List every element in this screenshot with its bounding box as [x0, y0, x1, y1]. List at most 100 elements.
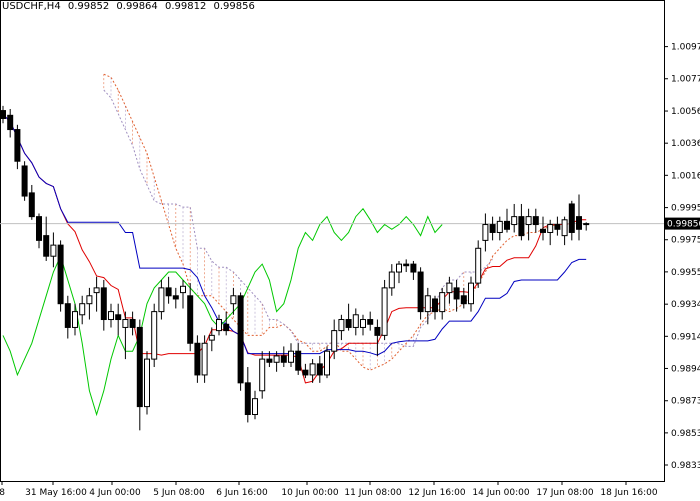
candle-body[interactable]	[432, 298, 438, 313]
y-tick-label: 1.00161	[671, 171, 700, 181]
x-tick-label: 11 Jun 08:00	[344, 488, 401, 498]
candle-body[interactable]	[151, 311, 158, 360]
candle-body[interactable]	[460, 295, 467, 305]
candle-body[interactable]	[309, 363, 316, 376]
candle-body[interactable]	[57, 244, 64, 305]
candle-body[interactable]	[194, 342, 201, 376]
candle-body[interactable]	[144, 358, 150, 408]
candle-body[interactable]	[165, 287, 172, 297]
candle-body[interactable]	[252, 398, 258, 416]
candle-body[interactable]	[489, 224, 496, 233]
candle-body[interactable]	[496, 220, 503, 233]
candle-body[interactable]	[540, 228, 546, 233]
candle-body[interactable]	[504, 220, 510, 230]
candle-body[interactable]	[50, 244, 57, 257]
plot-frame	[0, 0, 665, 482]
tenkan-sen-line	[2, 114, 587, 384]
candle-body[interactable]	[36, 216, 42, 241]
candle-body[interactable]	[237, 295, 244, 384]
candle-body[interactable]	[331, 330, 338, 352]
candle-body[interactable]	[280, 355, 287, 363]
candle-body[interactable]	[115, 314, 122, 321]
candle-body[interactable]	[568, 203, 575, 233]
candle-body[interactable]	[410, 263, 417, 273]
low-value: 0.99812	[164, 1, 207, 12]
candle-body[interactable]	[295, 350, 302, 371]
candle-body[interactable]	[374, 326, 381, 336]
candle-body[interactable]	[360, 319, 366, 328]
candle-body[interactable]	[64, 303, 71, 328]
candle-body[interactable]	[352, 314, 359, 328]
y-tick-label: 0.98737	[671, 397, 700, 407]
candle-body[interactable]	[417, 271, 424, 313]
candle-body[interactable]	[43, 235, 50, 257]
x-tick-label: 5 Jun 08:00	[153, 488, 205, 498]
candle-body[interactable]	[547, 224, 554, 233]
candle-body[interactable]	[345, 319, 352, 328]
candle-body[interactable]	[554, 224, 561, 230]
x-tick-label: 17 Jun 08:00	[536, 488, 593, 498]
senkou-span-a-line	[103, 73, 572, 371]
candle-body[interactable]	[72, 311, 78, 328]
current-price-box	[665, 217, 700, 230]
candle-body[interactable]	[316, 363, 323, 376]
candle-body[interactable]	[259, 358, 266, 392]
candle-body[interactable]	[172, 295, 179, 300]
candle-body[interactable]	[511, 216, 518, 226]
open-value: 0.99852	[67, 1, 110, 12]
candle-body[interactable]	[208, 334, 215, 341]
candle-body[interactable]	[583, 223, 590, 226]
candle-body[interactable]	[136, 326, 143, 408]
candle-body[interactable]	[388, 271, 395, 289]
candle-body[interactable]	[576, 216, 582, 230]
candle-body[interactable]	[0, 110, 6, 119]
candle-body[interactable]	[122, 319, 129, 328]
candle-body[interactable]	[302, 369, 309, 376]
candle-body[interactable]	[324, 350, 330, 376]
candle-body[interactable]	[453, 287, 460, 300]
candle-body[interactable]	[424, 295, 431, 313]
candle-body[interactable]	[100, 287, 107, 321]
candle-body[interactable]	[93, 287, 100, 294]
candle-body[interactable]	[439, 292, 446, 313]
candle-body[interactable]	[28, 192, 35, 218]
y-tick-label: 0.99957	[671, 204, 700, 214]
x-tick-label: 6 Jun 16:00	[216, 488, 268, 498]
candle-body[interactable]	[396, 263, 402, 273]
candle-body[interactable]	[266, 358, 273, 363]
candle-body[interactable]	[468, 282, 474, 305]
candle-body[interactable]	[288, 350, 294, 363]
candle-body[interactable]	[403, 263, 410, 267]
candle-body[interactable]	[561, 219, 568, 237]
candle-body[interactable]	[201, 342, 208, 376]
candle-body[interactable]	[518, 216, 525, 237]
candle-body[interactable]	[338, 319, 345, 332]
candle-body[interactable]	[158, 287, 165, 313]
candle-body[interactable]	[21, 165, 28, 197]
candle-body[interactable]	[180, 285, 186, 294]
candle-body[interactable]	[273, 355, 280, 363]
candle-body[interactable]	[79, 303, 86, 316]
candle-body[interactable]	[381, 287, 388, 336]
candle-body[interactable]	[129, 319, 136, 328]
y-tick-label: 1.00974	[671, 43, 700, 53]
candle-body[interactable]	[475, 247, 482, 284]
candle-body[interactable]	[7, 114, 14, 131]
candle-body[interactable]	[482, 224, 489, 241]
candle-body[interactable]	[216, 319, 222, 332]
y-tick-label: 0.99754	[671, 236, 700, 246]
x-tick-label: 10 Jun 00:00	[281, 488, 338, 498]
candle-body[interactable]	[108, 311, 114, 321]
candle-body[interactable]	[14, 129, 21, 162]
x-tick-label: 18 Jun 16:00	[600, 488, 657, 498]
candle-body[interactable]	[525, 216, 532, 226]
candle-body[interactable]	[86, 295, 93, 305]
candle-body[interactable]	[446, 282, 453, 294]
candle-body[interactable]	[223, 323, 230, 332]
candle-body[interactable]	[367, 319, 374, 325]
candle-body[interactable]	[532, 216, 539, 226]
candle-body[interactable]	[244, 382, 251, 416]
candle-body[interactable]	[187, 295, 194, 344]
candle-body[interactable]	[230, 295, 237, 305]
